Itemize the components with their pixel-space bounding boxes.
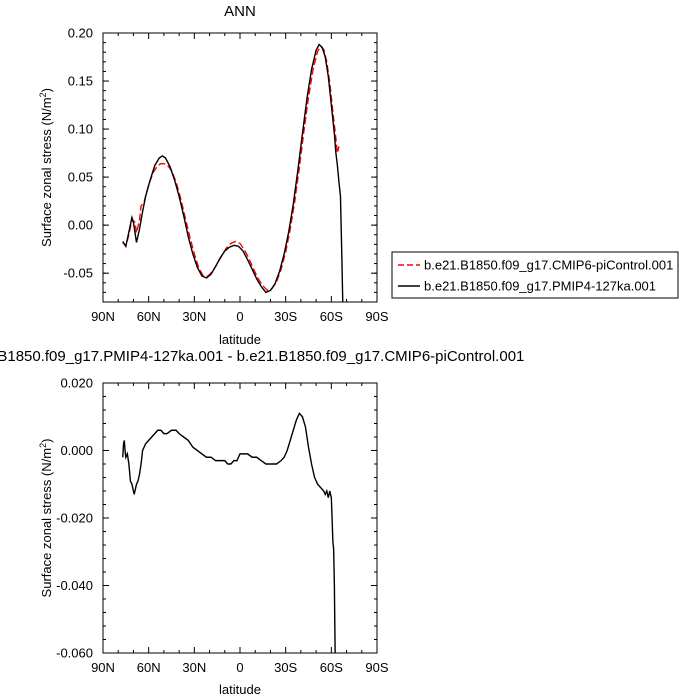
x-tick-label: 30N xyxy=(182,309,206,324)
x-tick-label: 30N xyxy=(182,660,206,675)
x-tick-label: 90S xyxy=(365,309,388,324)
y-tick-label: 0.10 xyxy=(68,122,93,137)
y-tick-label: -0.060 xyxy=(56,646,93,661)
legend-label: b.e21.B1850.f09_g17.CMIP6-piControl.001 xyxy=(424,258,673,273)
x-tick-label: 90N xyxy=(91,309,115,324)
x-tick-label: 90N xyxy=(91,660,115,675)
y-tick-label: 0.000 xyxy=(60,443,93,458)
chart-1: ANN 90N 60N 30N 0 30S 60S 90S -0.05 0.00 0.05 0.10 0… xyxy=(38,3,679,347)
legend-label: b.e21.B1850.f09_g17.PMIP4-127ka.001 xyxy=(424,279,656,294)
x-tick-label: 60N xyxy=(137,309,161,324)
y-tick-label: 0.15 xyxy=(68,74,93,89)
series-line-1 xyxy=(122,45,340,292)
y-tick-label: 0.00 xyxy=(68,218,93,233)
series-line-2 xyxy=(122,43,344,302)
y-tick-label: -0.020 xyxy=(56,511,93,526)
x-tick-label: 0 xyxy=(236,309,243,324)
chart-title: b.e21.B1850.f09_g17.PMIP4-127ka.001 - b.… xyxy=(0,348,524,365)
legend-box xyxy=(391,251,679,299)
y-tick-label: 0.020 xyxy=(60,376,93,391)
x-tick-label: 90S xyxy=(365,660,388,675)
x-tick-label: 0 xyxy=(236,660,243,675)
x-tick-label: 60S xyxy=(320,309,343,324)
x-tick-label: 60N xyxy=(137,660,161,675)
series-line-1 xyxy=(122,412,336,653)
y-tick-label: -0.040 xyxy=(56,578,93,593)
y-tick-label: 0.05 xyxy=(68,170,93,185)
plot-frame xyxy=(102,32,378,303)
x-axis-label: latitude xyxy=(219,332,261,347)
legend: b.e21.B1850.f09_g17.CMIP6-piControl.001b… xyxy=(391,251,679,299)
y-tick-label: -0.05 xyxy=(63,266,93,281)
y-axis-label: Surface zonal stress (N/m2) xyxy=(38,439,54,598)
chart-2: b.e21.B1850.f09_g17.PMIP4-127ka.001 - b.… xyxy=(0,348,524,697)
y-tick-label: 0.20 xyxy=(68,26,93,41)
plot-frame xyxy=(102,382,378,654)
x-tick-label: 60S xyxy=(320,660,343,675)
x-tick-label: 30S xyxy=(274,660,297,675)
x-axis-label: latitude xyxy=(219,682,261,697)
x-tick-label: 30S xyxy=(274,309,297,324)
chart-title: ANN xyxy=(224,3,256,20)
y-axis-label: Surface zonal stress (N/m2) xyxy=(38,88,54,247)
